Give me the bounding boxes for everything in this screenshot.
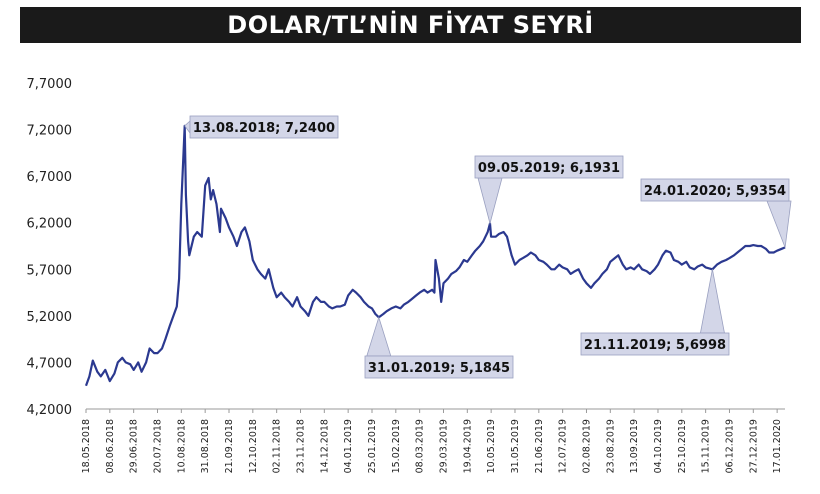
- annotation-label: 09.05.2019; 6,1931: [478, 161, 620, 176]
- x-tick-label: 18.05.2018: [81, 419, 92, 473]
- y-tick-label: 5,2000: [27, 310, 73, 325]
- y-tick-label: 5,7000: [27, 263, 73, 278]
- x-tick-label: 19.04.2019: [462, 419, 473, 473]
- x-tick-label: 23.08.2019: [605, 419, 616, 473]
- y-tick-label: 7,2000: [27, 124, 73, 139]
- x-tick-label: 02.11.2018: [272, 419, 283, 473]
- annotation-box: [364, 355, 514, 379]
- annotation-pointer: [699, 269, 725, 334]
- x-tick-label: 13.09.2019: [629, 419, 640, 473]
- annotation-box: [580, 332, 730, 356]
- annotation-label: 31.01.2019; 5,1845: [368, 361, 510, 376]
- x-tick-label: 21.06.2019: [534, 419, 545, 473]
- x-tick-label: 21.09.2018: [224, 419, 235, 473]
- x-tick-label: 27.12.2019: [748, 419, 759, 473]
- annotation-pointer: [766, 200, 792, 248]
- x-tick-label: 25.01.2019: [367, 419, 378, 473]
- x-tick-label: 31.08.2018: [200, 419, 211, 473]
- chart-title: DOLAR/TL’NİN FİYAT SEYRİ: [227, 11, 594, 39]
- x-tick-label: 25.10.2019: [677, 419, 688, 473]
- x-tick-label: 08.03.2019: [415, 419, 426, 473]
- x-tick-label: 04.01.2019: [343, 419, 354, 473]
- y-tick-label: 4,7000: [27, 356, 73, 371]
- x-tick-label: 31.05.2019: [510, 419, 521, 473]
- annotation-label: 13.08.2018; 7,2400: [193, 121, 335, 136]
- usd-try-series-line: [84, 124, 786, 387]
- y-tick-label: 7,7000: [27, 77, 73, 92]
- annotation-label: 24.01.2020; 5,9354: [644, 184, 786, 199]
- x-tick-label: 23.11.2018: [295, 419, 306, 473]
- x-tick-label: 06.12.2019: [724, 419, 735, 473]
- x-tick-label: 17.01.2020: [772, 419, 783, 473]
- x-tick-label: 04.10.2019: [653, 419, 664, 473]
- chart-title-bar: DOLAR/TL’NİN FİYAT SEYRİ: [20, 7, 801, 43]
- x-tick-label: 29.03.2019: [438, 419, 449, 473]
- x-tick-label: 14.12.2018: [319, 419, 330, 473]
- annotation-box: [640, 178, 790, 202]
- y-tick-label: 4,2000: [27, 403, 73, 418]
- x-tick-label: 20.07.2018: [152, 419, 163, 473]
- y-tick-label: 6,7000: [27, 170, 73, 185]
- x-tick-label: 15.11.2019: [701, 419, 712, 473]
- x-tick-label: 08.06.2018: [105, 419, 116, 473]
- x-tick-label: 10.05.2019: [486, 419, 497, 473]
- x-tick-label: 12.10.2018: [248, 419, 259, 473]
- annotation-label: 21.11.2019; 5,6998: [584, 338, 726, 353]
- annotation-pointer: [366, 315, 392, 357]
- x-tick-label: 12.07.2019: [558, 419, 569, 473]
- annotation-box: [474, 155, 624, 179]
- y-tick-label: 6,2000: [27, 217, 73, 232]
- x-tick-label: 29.06.2018: [129, 419, 140, 473]
- x-tick-label: 02.08.2019: [581, 419, 592, 473]
- annotation-box: [189, 115, 339, 139]
- x-tick-label: 10.08.2018: [176, 419, 187, 473]
- x-tick-label: 15.02.2019: [391, 419, 402, 473]
- annotation-pointer: [477, 177, 503, 225]
